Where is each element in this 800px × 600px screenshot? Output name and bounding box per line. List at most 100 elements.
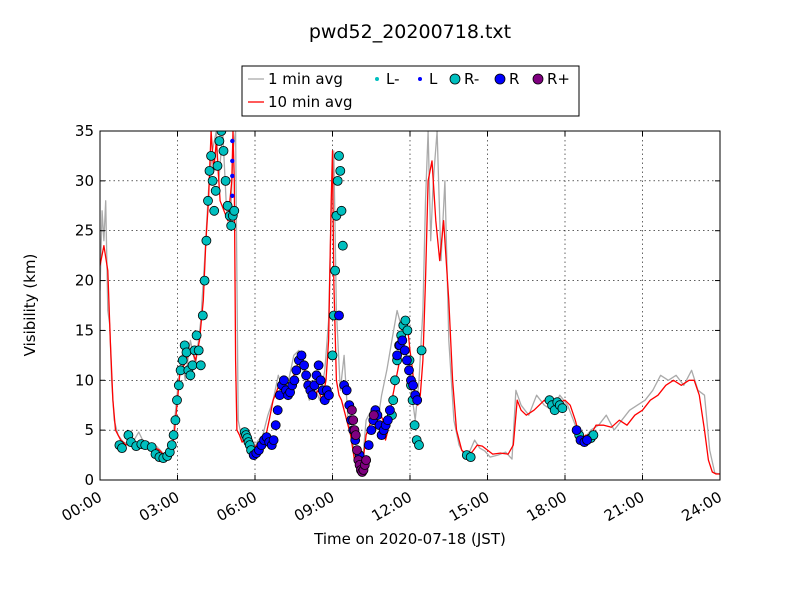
series-markers	[114, 131, 599, 477]
legend-swatch-r-minus	[449, 73, 461, 85]
data-point-r	[412, 395, 423, 406]
data-point-r	[341, 385, 352, 396]
data-point-r-minus	[199, 275, 210, 286]
data-point-r-minus	[172, 395, 182, 406]
data-point-r-minus	[390, 375, 400, 386]
legend-swatch-rplus	[532, 73, 544, 85]
data-point-l	[230, 173, 235, 179]
data-point-r-minus	[218, 145, 229, 156]
data-point-r	[313, 360, 324, 371]
data-point-l	[230, 158, 235, 164]
data-point-r	[401, 355, 412, 366]
data-point-l	[230, 193, 235, 198]
data-point-r-minus	[191, 330, 202, 341]
legend-swatch-r	[494, 73, 506, 85]
data-point-r-minus	[327, 350, 338, 361]
data-point-r-minus	[416, 345, 427, 356]
data-point-r	[301, 370, 312, 381]
data-point-r-minus	[181, 347, 192, 358]
data-point-r-minus	[388, 395, 399, 406]
data-point-r-minus	[214, 136, 225, 146]
data-point-r-minus	[201, 235, 212, 246]
legend-label-10-min-avg: 10 min avg	[268, 93, 353, 111]
data-point-r-minus	[206, 150, 217, 161]
data-point-r	[366, 425, 377, 436]
y-tick-label: 30	[75, 172, 94, 190]
data-point-r	[299, 360, 310, 371]
legend-box	[241, 65, 580, 117]
legend-label-1-min-avg: 1 min avg	[268, 70, 343, 88]
legend-swatch-l	[418, 77, 422, 81]
data-point-r-minus	[203, 195, 213, 206]
data-point-r-minus	[195, 360, 206, 371]
data-point-r-minus	[588, 430, 599, 441]
y-axis-label: Visibility (km)	[21, 254, 39, 357]
chart-title: pwd52_20200718.txt	[309, 21, 511, 43]
data-point-r-minus	[193, 345, 204, 356]
data-point-r-minus	[402, 325, 413, 336]
data-point-r-minus	[465, 452, 476, 463]
data-point-r-minus	[117, 443, 127, 454]
data-point-r-minus	[330, 265, 341, 276]
data-point-r	[289, 375, 300, 386]
data-point-r	[315, 375, 326, 386]
data-point-r-minus	[204, 165, 215, 176]
x-axis-label: Time on 2020-07-18 (JST)	[313, 530, 506, 548]
y-tick-label: 25	[75, 222, 94, 240]
data-point-rplus	[361, 455, 372, 466]
data-point-r	[384, 405, 395, 416]
data-point-r	[397, 335, 408, 346]
data-point-r	[323, 390, 334, 401]
legend-label-l-minus: L-	[386, 70, 400, 88]
data-point-r-minus	[216, 131, 227, 136]
y-axis: 0 5 10 15 20 25 30 35	[75, 122, 720, 489]
data-point-r-minus	[168, 430, 179, 441]
data-point-r	[268, 435, 279, 446]
legend-label-r: R	[509, 70, 519, 88]
data-point-r-minus	[334, 150, 344, 161]
data-point-r-minus	[185, 370, 196, 381]
data-point-r	[278, 375, 289, 386]
data-point-r-minus	[222, 200, 233, 211]
data-point-rplus	[352, 445, 362, 456]
data-point-r	[399, 345, 410, 356]
data-point-r	[334, 310, 344, 321]
data-point-r-minus	[207, 175, 218, 186]
data-point-r-minus	[173, 380, 184, 391]
data-point-r-minus	[212, 160, 223, 171]
legend-label-rplus: R+	[547, 70, 570, 88]
data-point-rplus	[346, 405, 357, 416]
data-point-rplus	[348, 415, 359, 426]
data-point-r-minus	[210, 185, 221, 196]
data-point-r-minus	[197, 310, 208, 321]
data-point-rplus	[350, 430, 361, 441]
legend: 1 min avg L- L R- R R+ 10 min avg	[241, 65, 580, 117]
data-point-r-minus	[409, 420, 420, 431]
data-point-r-minus	[226, 220, 237, 231]
data-point-r	[363, 440, 374, 451]
data-point-r	[296, 350, 307, 361]
data-point-r	[408, 380, 419, 391]
data-point-r-minus	[177, 355, 188, 366]
data-point-r	[307, 390, 318, 401]
y-tick-label: 20	[75, 272, 94, 290]
data-point-r-minus	[229, 205, 240, 216]
data-point-r-minus	[335, 165, 346, 176]
data-point-r	[582, 435, 592, 446]
data-point-r-minus	[170, 415, 181, 426]
data-point-r-minus	[187, 360, 198, 371]
data-point-r-minus	[332, 175, 343, 186]
y-tick-label: 15	[75, 321, 94, 339]
data-point-r-minus	[400, 315, 411, 326]
data-point-r-minus	[414, 440, 424, 451]
data-point-r-minus	[166, 440, 177, 451]
data-point-r-minus	[209, 205, 220, 216]
legend-label-r-minus: R-	[464, 70, 479, 88]
y-tick-label: 5	[84, 421, 94, 439]
data-point-r	[382, 415, 393, 426]
data-point-l	[230, 138, 235, 144]
data-point-r-minus	[336, 205, 347, 216]
data-point-rplus	[368, 410, 379, 421]
data-point-r	[270, 420, 281, 431]
legend-label-l: L	[429, 70, 438, 88]
